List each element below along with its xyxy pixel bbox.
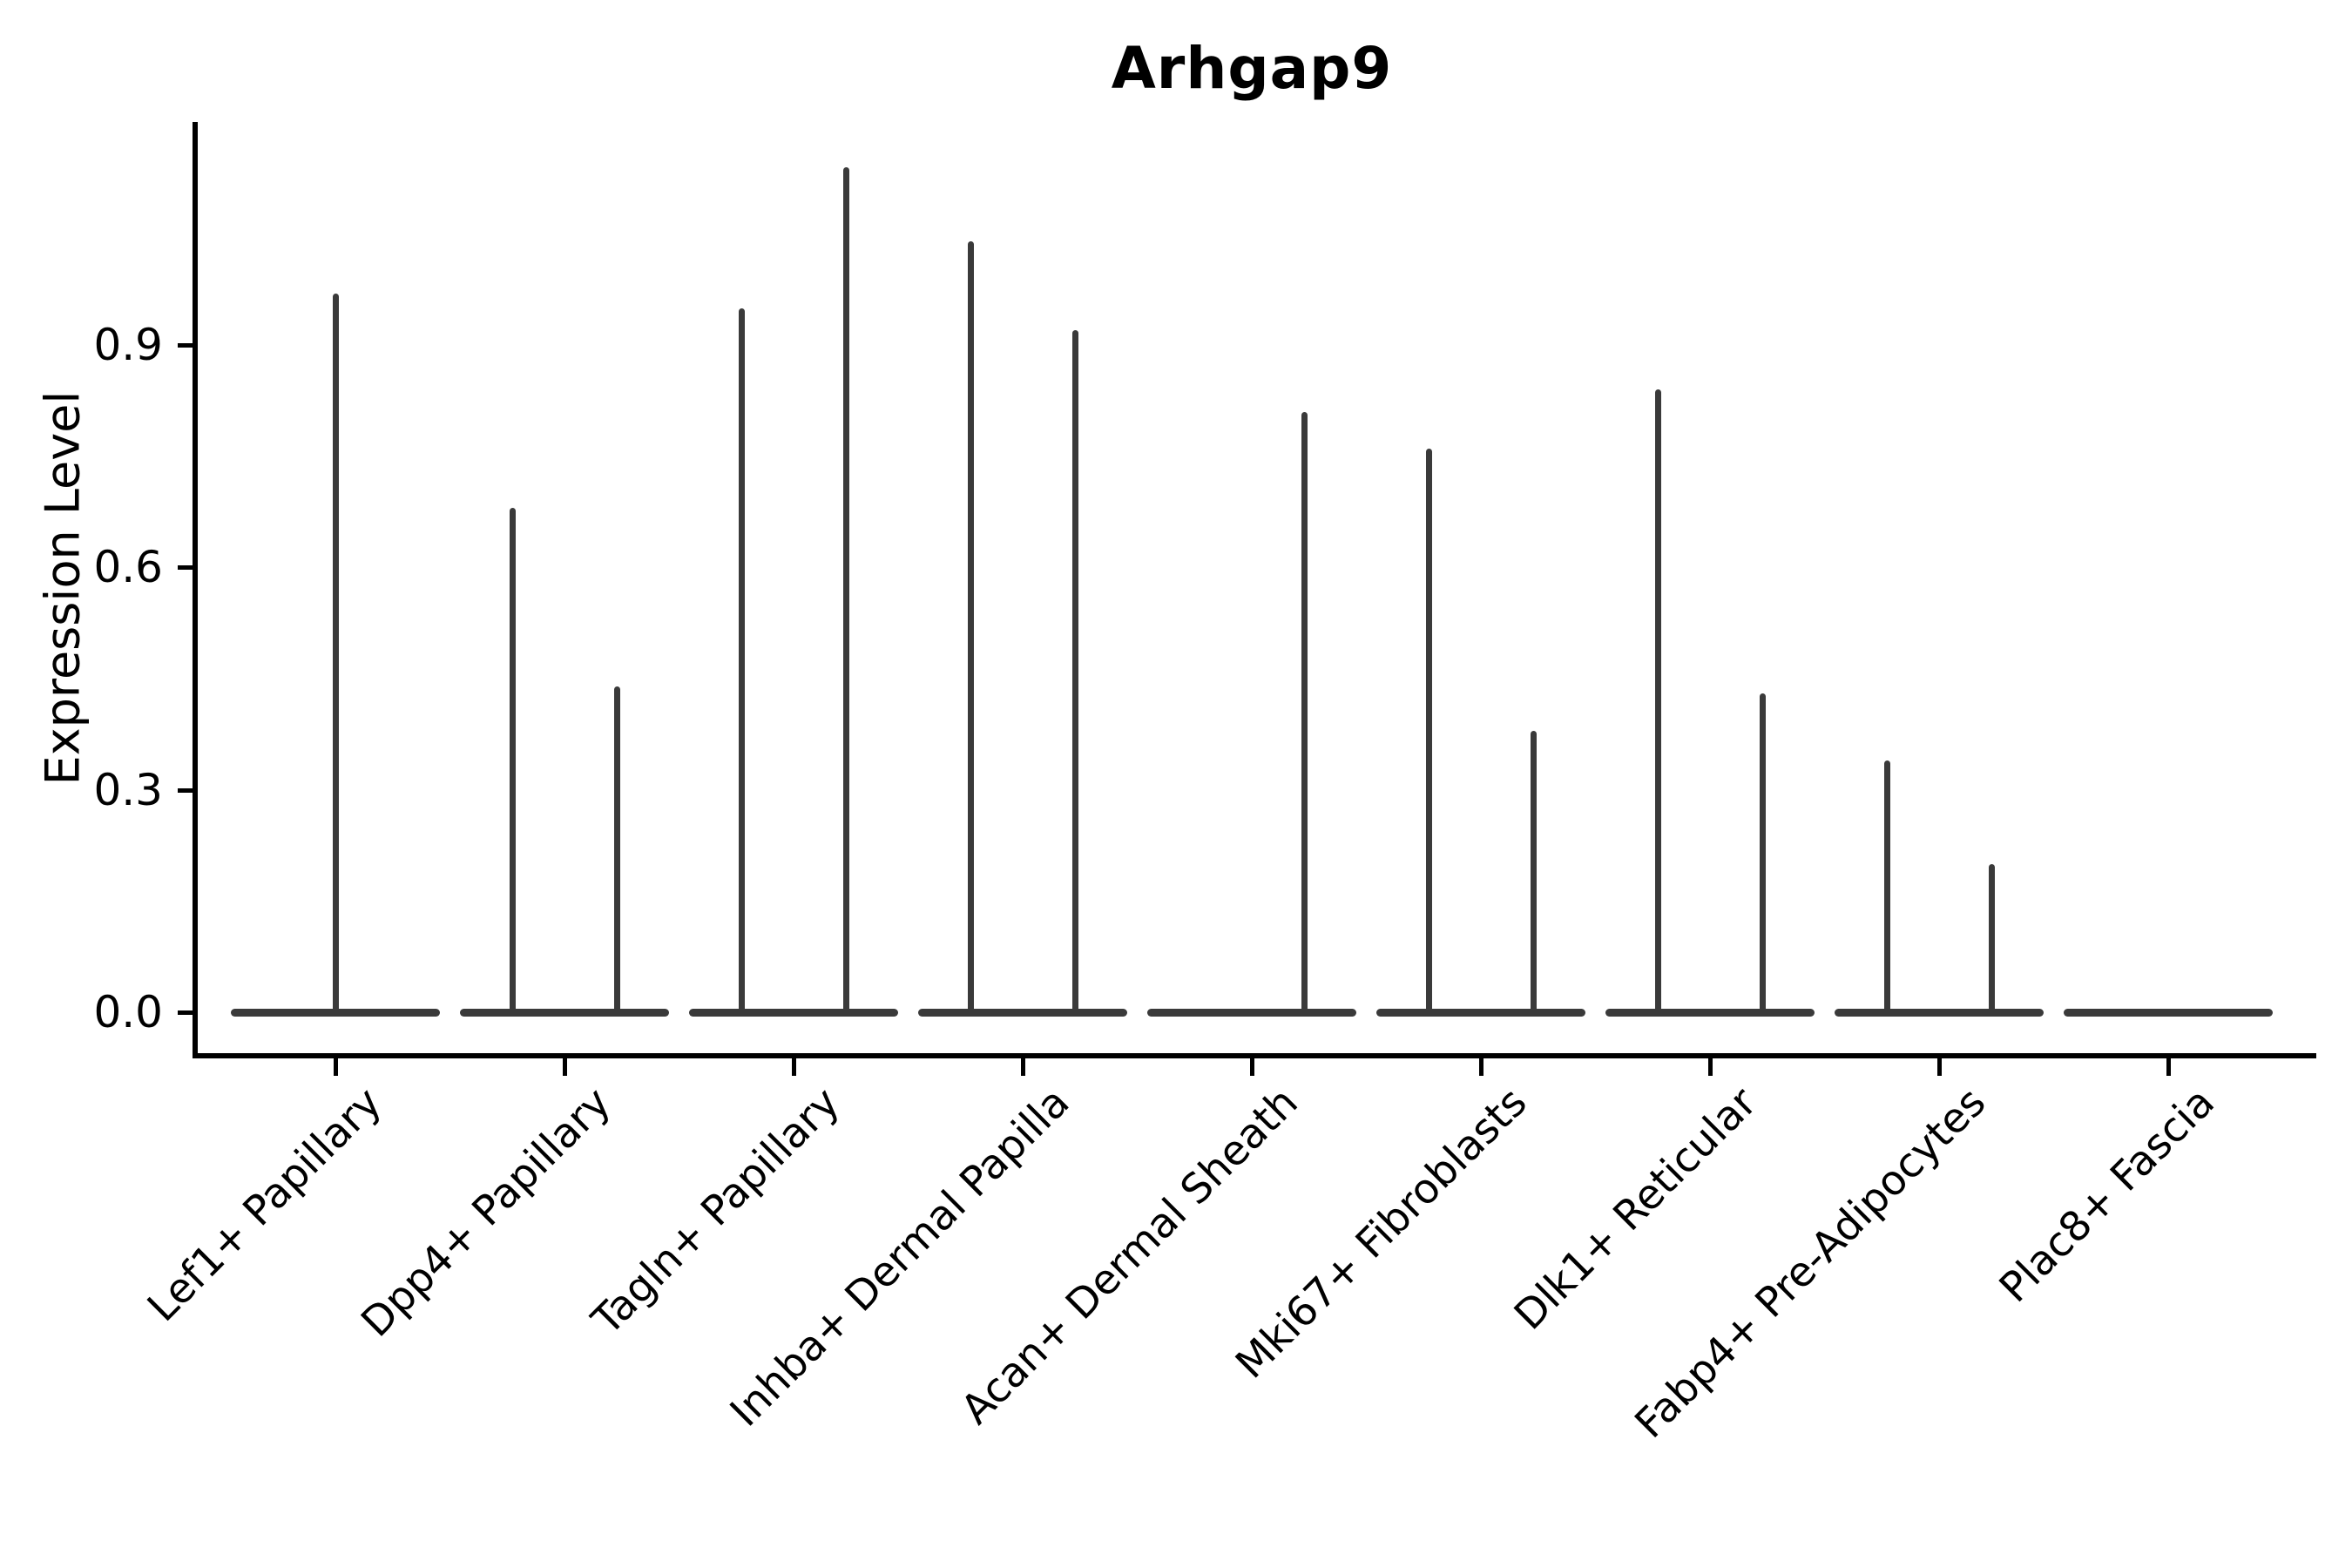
violin-base [2064,1008,2273,1017]
y-tick-mark [178,1010,195,1015]
violin-spike [1759,693,1766,1012]
violin-spike [738,308,745,1012]
violin-base [1147,1008,1356,1017]
violin-base [1835,1008,2044,1017]
violin-base [460,1008,669,1017]
violin-spike [1071,330,1078,1012]
plot-area [193,122,2316,1058]
x-tick-mark [1708,1058,1713,1076]
y-axis-label: Expression Level [35,390,91,786]
y-tick-mark [178,565,195,571]
violin-base [689,1008,898,1017]
violin-spike [1654,389,1661,1012]
y-tick-mark [178,787,195,793]
violin-spike [1530,730,1537,1012]
x-tick-label: Dlk1+ Reticular [1504,1078,1766,1340]
chart-title: Arhgap9 [1111,35,1393,102]
violin-spike [332,293,339,1012]
violin-spike [842,166,849,1012]
x-tick-label: Plac8+ Fascia [1990,1078,2224,1312]
x-tick-mark [1250,1058,1254,1076]
x-tick-mark [1937,1058,1942,1076]
violin-base [1376,1008,1585,1017]
y-tick-label: 0.0 [93,987,163,1037]
violin-spike [1883,760,1890,1012]
y-tick-label: 0.9 [93,320,163,371]
violin-base [231,1008,440,1017]
x-tick-mark [2166,1058,2171,1076]
violin-spike [967,240,974,1012]
x-tick-mark [563,1058,567,1076]
y-tick-mark [178,343,195,348]
y-tick-label: 0.6 [93,542,163,593]
x-tick-mark [1479,1058,1484,1076]
y-tick-label: 0.3 [93,764,163,815]
violin-base [918,1008,1127,1017]
violin-spike [613,686,620,1012]
x-tick-label: Lef1+ Papillary [138,1078,391,1331]
x-tick-label: Tagln+ Papillary [583,1078,849,1345]
violin-spike [1988,863,1995,1012]
violin-base [1605,1008,1815,1017]
x-tick-mark [334,1058,338,1076]
violin-spike [509,508,516,1012]
x-tick-label: Dpp4+ Papillary [352,1078,620,1347]
violin-spike [1301,411,1308,1012]
violin-spike [1425,449,1432,1012]
x-tick-mark [1021,1058,1025,1076]
x-tick-mark [792,1058,796,1076]
